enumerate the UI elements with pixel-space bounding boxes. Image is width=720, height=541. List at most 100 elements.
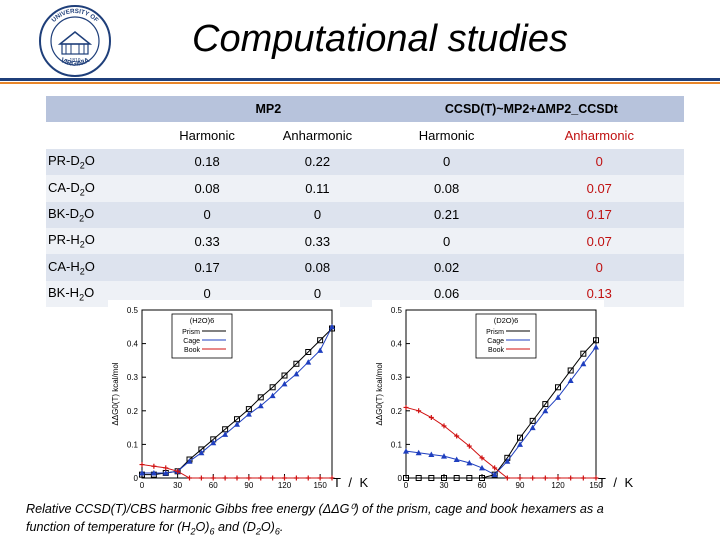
data-point (567, 377, 574, 384)
data-point (139, 462, 145, 468)
plot-frame (141, 309, 333, 479)
y-tick-label: 0.5 (391, 306, 403, 315)
x-tick-label: 120 (551, 481, 565, 490)
results-table: MP2 CCSD(T)~MP2+ΔMP2_CCSDt Harmonic Anha… (46, 96, 684, 308)
value-cell: 0 (514, 254, 684, 281)
table-row: BK-D2O 0 0 0.21 0.17 (46, 201, 684, 228)
sub-header-anharmonic-mp2: Anharmonic (256, 122, 379, 149)
y-tick-label: 0.3 (391, 373, 403, 382)
slide-title: Computational studies (192, 18, 568, 60)
legend-box (171, 313, 233, 359)
series-line (405, 406, 596, 479)
data-point (270, 475, 276, 481)
data-point (234, 475, 240, 481)
data-point (293, 360, 300, 367)
series-line (405, 346, 597, 476)
data-point (329, 475, 335, 481)
y-tick-label: 0.1 (391, 440, 403, 449)
value-cell: 0.22 (256, 148, 379, 176)
caption-line-2: function of temperature for (H2O)6 and (… (26, 520, 284, 537)
value-cell: 0.08 (158, 175, 257, 202)
data-point (415, 449, 422, 456)
corner-cell (46, 96, 158, 123)
data-point (492, 465, 498, 471)
group-header-ccsdt: CCSD(T)~MP2+ΔMP2_CCSDt (378, 96, 684, 123)
legend-title: (D2O)6 (494, 316, 519, 325)
group-header-mp2: MP2 (158, 96, 379, 123)
legend-label: Cage (487, 338, 504, 345)
value-cell: 0.33 (158, 227, 257, 255)
data-point (491, 471, 498, 478)
y-tick-label: 0 (134, 474, 139, 483)
data-point (593, 475, 599, 481)
sub-header-harmonic-mp2: Harmonic (158, 122, 257, 149)
header-divider-orange (0, 82, 720, 84)
y-tick-label: 0.4 (127, 340, 139, 349)
data-point (466, 475, 473, 481)
table-row: CA-D2O 0.08 0.11 0.08 0.07 (46, 175, 684, 202)
data-point (504, 458, 511, 464)
x-tick-label: 0 (140, 481, 145, 490)
data-point (198, 475, 204, 481)
seal-year: 1819 (69, 58, 80, 64)
data-point (517, 475, 523, 481)
series-line (406, 339, 597, 479)
data-point (293, 475, 299, 481)
data-point (479, 455, 485, 461)
data-point (580, 360, 587, 367)
row-label: PR-H2O (46, 227, 158, 255)
d2o-hexamer-plot: 0 0.1 0.2 0.3 0.4 0.5 0 30 60 90 120 150 ΔΔG0(T) kca… (372, 300, 604, 500)
value-cell: 0.08 (256, 254, 379, 281)
data-point (150, 469, 157, 476)
legend-box (475, 313, 537, 359)
x-tick-label: 120 (278, 481, 292, 490)
value-cell: 0.08 (378, 175, 515, 202)
table-row: CA-H2O 0.17 0.08 0.02 0 (46, 254, 684, 281)
table-group-header-row: MP2 CCSD(T)~MP2+ΔMP2_CCSDt (46, 96, 684, 123)
row-label: PR-D2O (46, 148, 158, 176)
data-point (441, 453, 447, 459)
legend-label: Prism (182, 329, 200, 336)
data-point (282, 475, 287, 481)
data-point (593, 337, 599, 344)
data-point (416, 408, 422, 414)
data-point (245, 411, 252, 417)
data-point (222, 475, 228, 481)
y-tick-label: 0.1 (127, 440, 139, 449)
legend-label: Prism (486, 329, 504, 336)
figure-caption: Relative CCSD(T)/CBS harmonic Gibbs free… (26, 500, 706, 541)
data-point (175, 468, 181, 474)
data-point (555, 384, 561, 391)
x-tick-label: 150 (313, 481, 327, 490)
data-point (529, 424, 536, 431)
y-axis-label: ΔΔG0(T) kcal/mol (111, 362, 120, 425)
data-point (466, 443, 472, 449)
caption-line-1: Relative CCSD(T)/CBS harmonic Gibbs free… (26, 502, 604, 516)
value-cell: 0.18 (158, 148, 257, 176)
data-point (428, 451, 435, 457)
data-point (454, 433, 460, 439)
data-point (403, 448, 409, 454)
data-point (428, 415, 434, 421)
data-point (139, 469, 145, 476)
data-point (453, 456, 460, 463)
data-point (329, 323, 335, 330)
data-point (542, 401, 549, 408)
y-tick-label: 0.4 (391, 340, 403, 349)
x-tick-label: 30 (440, 481, 449, 490)
data-point (479, 464, 485, 471)
value-cell: 0 (158, 201, 257, 228)
y-tick-label: 0 (398, 474, 403, 483)
data-point (567, 367, 574, 374)
data-point (210, 439, 217, 446)
x-tick-label: 90 (516, 481, 525, 490)
svg-text:VIRGINIA: VIRGINIA (59, 57, 90, 68)
row-label: CA-D2O (46, 175, 158, 202)
data-point (504, 475, 510, 481)
data-point (257, 394, 264, 401)
data-point (568, 475, 574, 481)
data-point (428, 475, 435, 481)
data-point (162, 469, 169, 476)
data-point (517, 434, 523, 441)
value-cell: 0.11 (256, 175, 379, 202)
